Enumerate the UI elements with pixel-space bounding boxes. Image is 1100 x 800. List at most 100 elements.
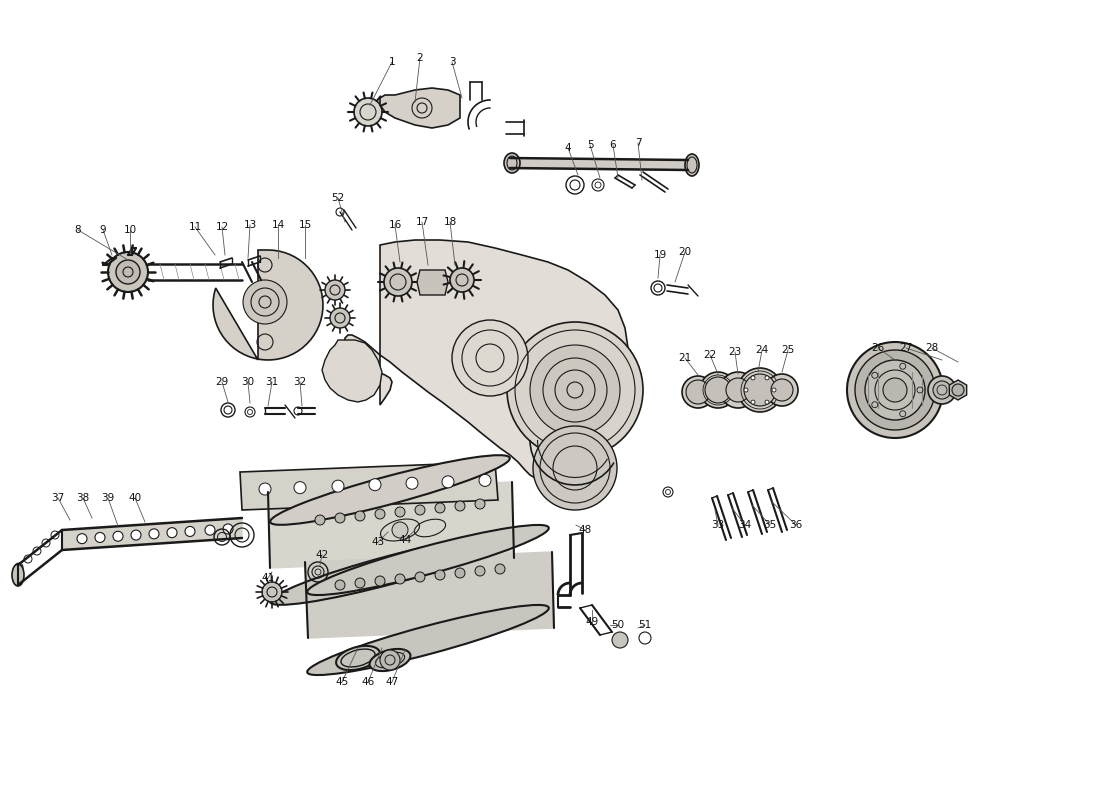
Circle shape [375,509,385,519]
Text: 47: 47 [385,677,398,687]
Text: 52: 52 [331,193,344,203]
Circle shape [77,534,87,544]
Circle shape [495,564,505,574]
Ellipse shape [12,564,24,586]
Circle shape [185,526,195,537]
Text: 18: 18 [443,217,456,227]
Circle shape [15,563,23,571]
Ellipse shape [685,154,698,176]
Circle shape [167,528,177,538]
Text: 16: 16 [388,220,401,230]
Circle shape [682,376,714,408]
Circle shape [530,345,620,435]
Text: 8: 8 [75,225,81,235]
Text: 44: 44 [398,535,411,545]
Circle shape [395,574,405,584]
Circle shape [148,529,159,539]
Text: 35: 35 [763,520,777,530]
Circle shape [455,501,465,511]
Circle shape [384,268,412,296]
Circle shape [258,483,271,495]
Circle shape [764,376,769,380]
Circle shape [764,400,769,404]
Text: 28: 28 [925,343,938,353]
Text: 2: 2 [417,53,424,63]
Text: 45: 45 [336,677,349,687]
Text: 24: 24 [756,345,769,355]
Circle shape [243,280,287,324]
Circle shape [771,379,793,401]
Circle shape [415,505,425,515]
Text: 43: 43 [372,537,385,547]
Circle shape [726,378,750,402]
Text: 25: 25 [781,345,794,355]
Text: 26: 26 [871,343,884,353]
Circle shape [847,342,943,438]
Circle shape [51,531,59,539]
Polygon shape [345,240,628,478]
Text: 9: 9 [100,225,107,235]
Text: 32: 32 [294,377,307,387]
Text: 40: 40 [129,493,142,503]
Text: 11: 11 [188,222,201,232]
Polygon shape [417,270,448,295]
Circle shape [534,426,617,510]
Circle shape [108,252,148,292]
Circle shape [332,480,344,492]
Text: 15: 15 [298,220,311,230]
Polygon shape [949,380,967,400]
Circle shape [933,381,952,399]
Circle shape [223,524,233,534]
Circle shape [116,260,140,284]
Circle shape [855,350,935,430]
Circle shape [33,547,41,555]
Circle shape [395,507,405,517]
Text: 22: 22 [703,350,716,360]
Text: 33: 33 [712,520,725,530]
Text: 37: 37 [52,493,65,503]
Polygon shape [322,340,382,402]
Text: 21: 21 [679,353,692,363]
Circle shape [355,511,365,521]
Polygon shape [268,482,514,568]
Circle shape [113,531,123,542]
Circle shape [744,388,748,392]
Circle shape [205,525,214,535]
Circle shape [355,578,365,588]
Circle shape [42,539,50,547]
Polygon shape [240,462,498,510]
Circle shape [315,515,324,525]
Text: 3: 3 [449,57,455,67]
Ellipse shape [337,646,379,670]
Circle shape [131,530,141,540]
Text: 41: 41 [262,573,275,583]
Text: 42: 42 [316,550,329,560]
Circle shape [95,533,104,542]
Circle shape [475,566,485,576]
Text: 12: 12 [216,222,229,232]
Circle shape [744,374,775,406]
Polygon shape [305,552,554,638]
Text: 10: 10 [123,225,136,235]
Circle shape [475,499,485,509]
Circle shape [772,388,775,392]
Circle shape [354,98,382,126]
Circle shape [442,476,454,488]
Text: 6: 6 [609,140,616,150]
Circle shape [336,580,345,590]
Text: 17: 17 [416,217,429,227]
Polygon shape [213,250,323,360]
Polygon shape [379,88,460,128]
Circle shape [336,513,345,523]
Text: 34: 34 [738,520,751,530]
Text: 50: 50 [612,620,625,630]
Circle shape [450,268,474,292]
Text: 20: 20 [679,247,692,257]
Ellipse shape [370,649,410,671]
Circle shape [612,632,628,648]
Ellipse shape [307,525,549,595]
Ellipse shape [271,535,509,605]
Text: 29: 29 [216,377,229,387]
Circle shape [375,576,385,586]
Circle shape [24,555,32,563]
